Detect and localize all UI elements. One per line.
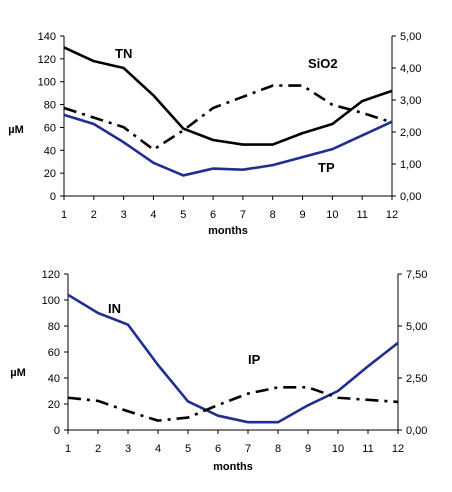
y-tick-label-left: 100 bbox=[38, 77, 56, 89]
x-tick-label: 8 bbox=[270, 209, 276, 221]
y-tick-label-left: 20 bbox=[44, 168, 56, 180]
y-tick-label-left: 120 bbox=[42, 269, 60, 281]
x-tick-label: 11 bbox=[362, 443, 373, 455]
series-line-tn bbox=[63, 46, 393, 146]
x-axis-label: months bbox=[208, 225, 248, 237]
y-tick-label-right: 1,00 bbox=[400, 159, 421, 171]
x-tick-label: 9 bbox=[299, 209, 305, 221]
series-label-in: IN bbox=[108, 301, 121, 316]
y-tick-label-left: 0 bbox=[54, 425, 60, 437]
y-tick-label-right: 0,00 bbox=[400, 191, 421, 203]
x-tick-label: 12 bbox=[386, 209, 398, 221]
x-tick-label: 8 bbox=[275, 443, 281, 455]
x-tick-label: 5 bbox=[180, 209, 186, 221]
y-tick-label-left: 40 bbox=[48, 373, 60, 385]
y-axis-label: µM bbox=[10, 367, 26, 379]
y-tick-label-left: 80 bbox=[48, 321, 60, 333]
x-tick-label: 4 bbox=[150, 209, 156, 221]
x-tick-label: 6 bbox=[215, 443, 221, 455]
x-tick-label: 1 bbox=[61, 209, 67, 221]
y-tick-label-left: 80 bbox=[44, 100, 56, 112]
y-tick-label-left: 140 bbox=[38, 31, 56, 43]
y-tick-label-left: 60 bbox=[44, 122, 56, 134]
y-axis-label: µM bbox=[8, 124, 24, 136]
y-tick-label-right: 2,50 bbox=[406, 373, 427, 385]
x-tick-label: 10 bbox=[332, 443, 344, 455]
x-tick-label: 4 bbox=[155, 443, 161, 455]
x-tick-label: 1 bbox=[65, 443, 71, 455]
chart-nutrients-top: 0 20 40 60 80 100 120 140 0,00 1,00 2,00 3,00 4,00 5,… bbox=[8, 31, 421, 237]
x-axis-label: months bbox=[213, 461, 253, 473]
y-tick-label-right: 4,00 bbox=[400, 63, 421, 75]
x-tick-label: 2 bbox=[95, 443, 101, 455]
y-tick-label-right: 0,00 bbox=[406, 425, 427, 437]
y-tick-label-right: 5,00 bbox=[400, 31, 421, 43]
series-label-tn: TN bbox=[115, 46, 132, 61]
y-tick-label-left: 20 bbox=[48, 399, 60, 411]
y-tick-label-right: 3,00 bbox=[400, 95, 421, 107]
y-tick-label-right: 2,00 bbox=[400, 127, 421, 139]
y-tick-label-left: 100 bbox=[42, 295, 60, 307]
x-tick-label: 3 bbox=[121, 209, 127, 221]
y-tick-label-left: 40 bbox=[44, 145, 56, 157]
x-tick-label: 7 bbox=[245, 443, 251, 455]
y-tick-label-left: 0 bbox=[50, 191, 56, 203]
x-tick-label: 5 bbox=[185, 443, 191, 455]
series-line-ip bbox=[67, 386, 399, 422]
x-tick-label: 9 bbox=[305, 443, 311, 455]
series-label-tp: TP bbox=[318, 160, 335, 175]
y-tick-label-right: 5,00 bbox=[406, 321, 427, 333]
x-tick-label: 2 bbox=[91, 209, 97, 221]
series-label-ip: IP bbox=[248, 352, 261, 367]
y-tick-label-left: 60 bbox=[48, 347, 60, 359]
y-tick-label-left: 120 bbox=[38, 54, 56, 66]
x-tick-label: 10 bbox=[326, 209, 338, 221]
x-tick-label: 7 bbox=[240, 209, 246, 221]
series-line-tp bbox=[63, 84, 393, 151]
x-tick-label: 12 bbox=[392, 443, 404, 455]
x-tick-label: 6 bbox=[210, 209, 216, 221]
x-tick-label: 3 bbox=[125, 443, 131, 455]
x-tick-label: 11 bbox=[356, 209, 367, 221]
series-label-sio2: SiO2 bbox=[308, 56, 338, 71]
y-tick-label-right: 7,50 bbox=[406, 269, 427, 281]
series-line-in bbox=[67, 293, 399, 424]
series-line-sio2 bbox=[63, 113, 393, 177]
